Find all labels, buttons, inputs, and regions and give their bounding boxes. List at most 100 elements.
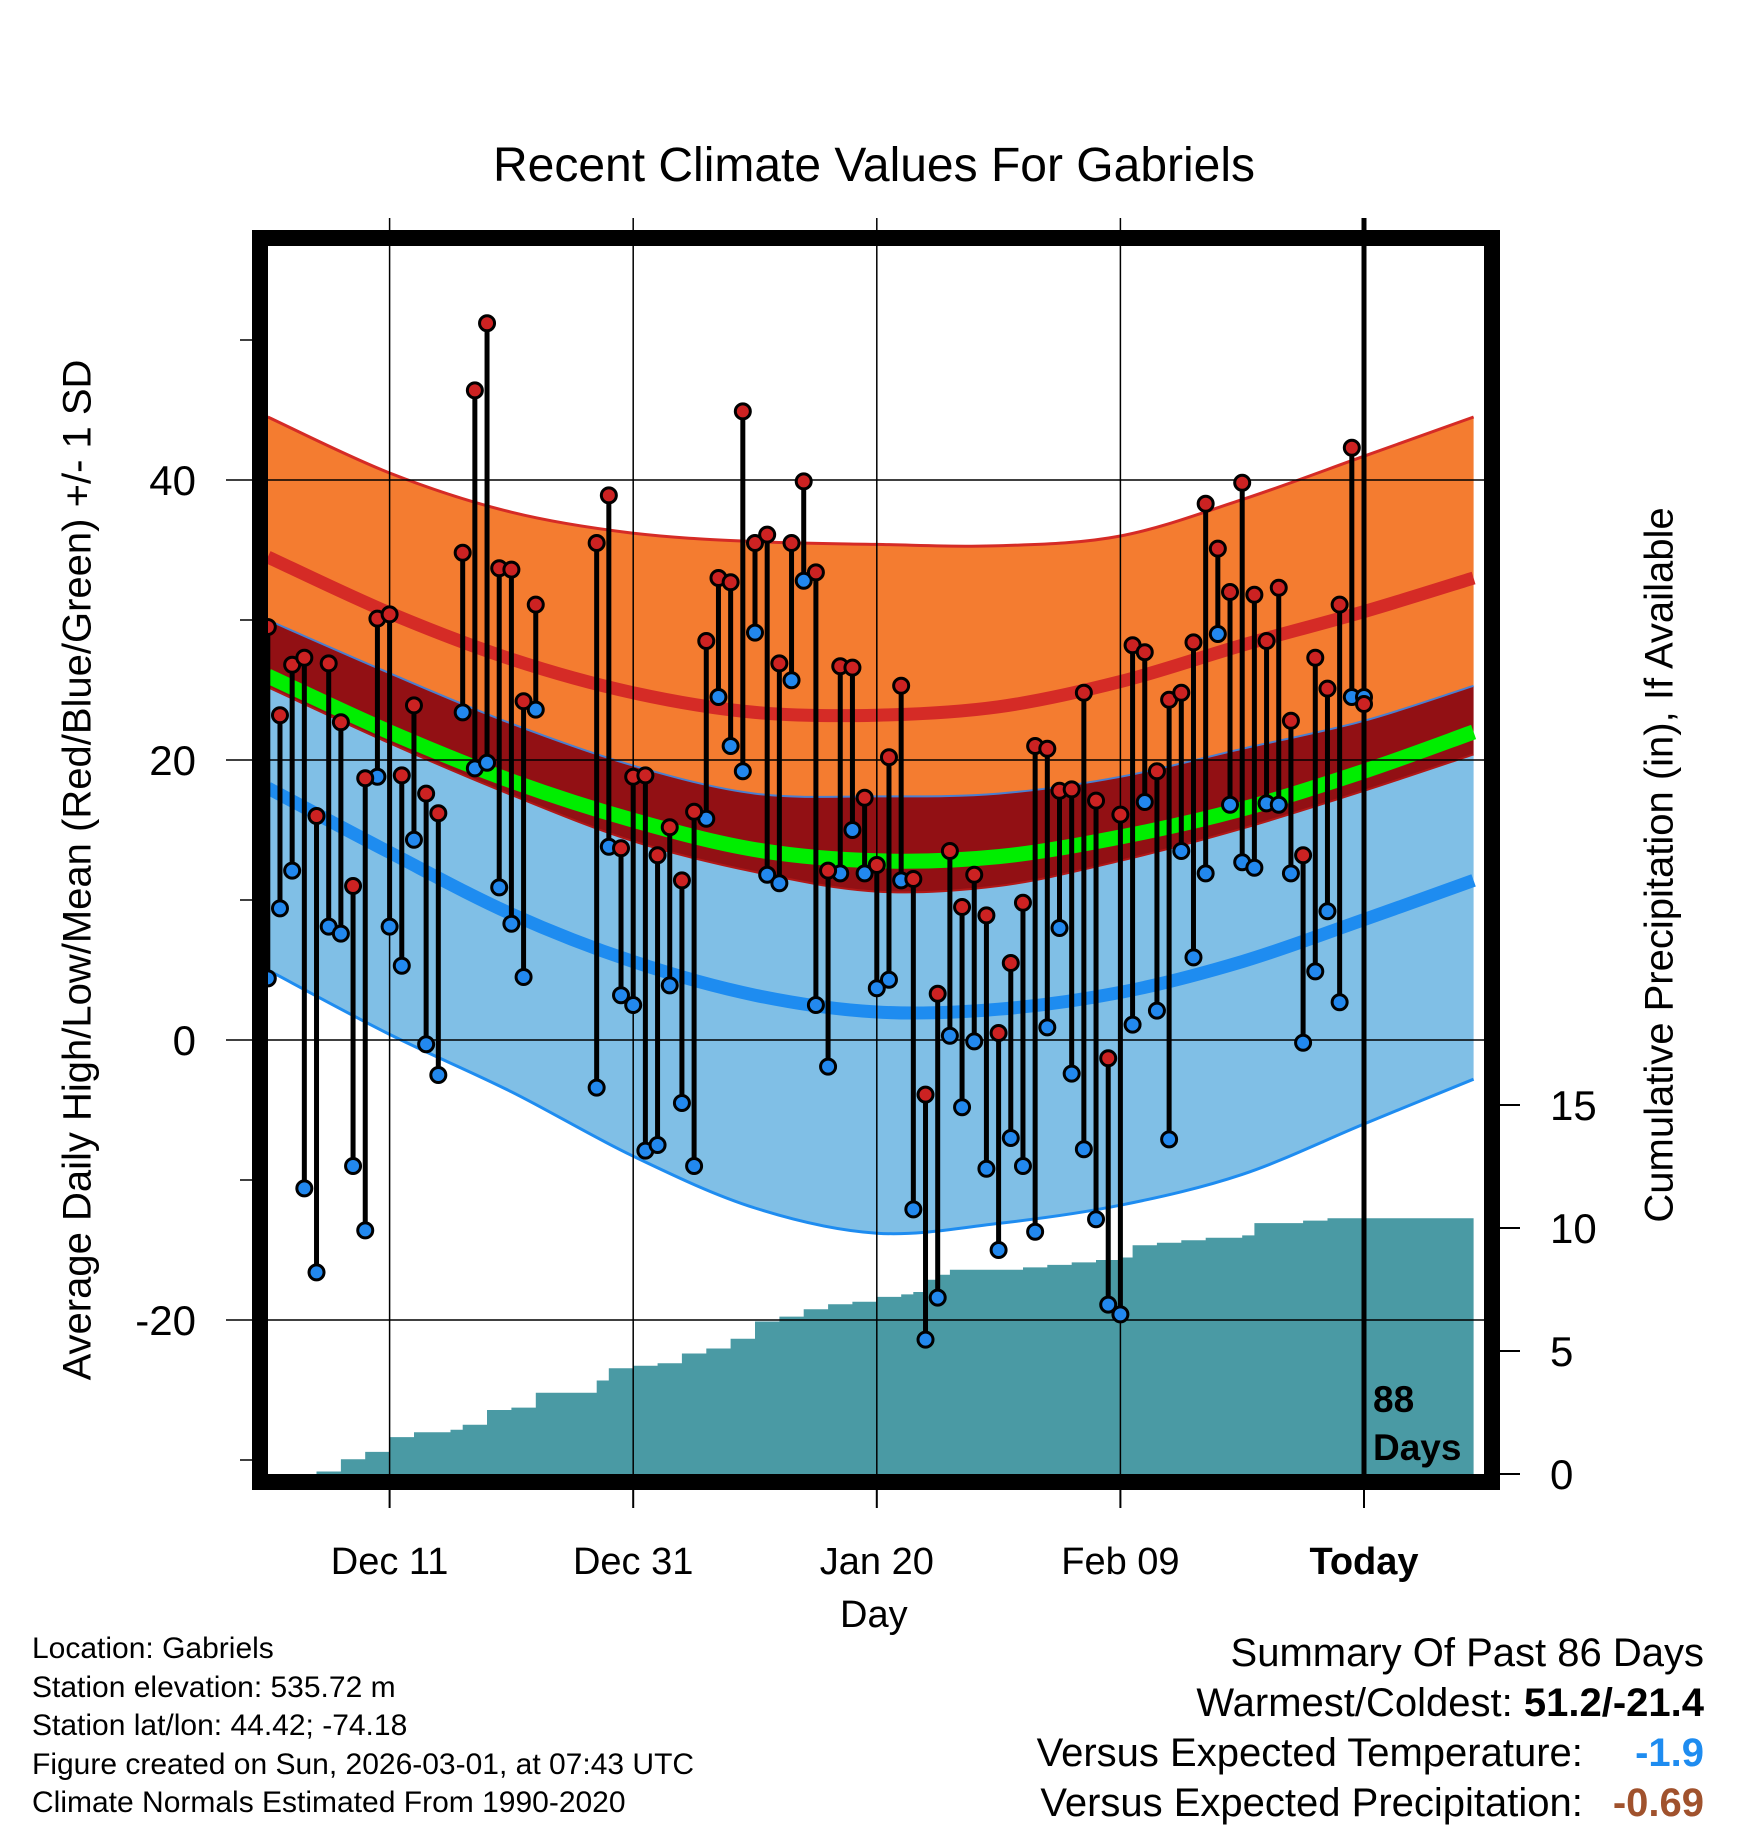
daily-stems: [268, 323, 1367, 1340]
summary-warm-cold: Warmest/Coldest: 51.2/-21.4: [1037, 1678, 1704, 1728]
daily-low-point: [612, 986, 631, 1005]
daily-low-point: [989, 1241, 1008, 1259]
station-metadata: Location: Gabriels Station elevation: 53…: [32, 1630, 694, 1823]
daily-high-point: [1257, 632, 1276, 650]
daily-high-point: [1172, 683, 1191, 702]
meta-elevation: Station elevation: 535.72 m: [32, 1670, 396, 1704]
precipitation-area: [268, 1218, 1474, 1474]
daily-high-point: [380, 605, 399, 624]
daily-high-point: [1281, 711, 1300, 730]
daily-low-point: [843, 821, 862, 839]
daily-low-point: [1062, 1064, 1081, 1083]
temp-value: -1.9: [1635, 1731, 1704, 1775]
daily-high-point: [295, 648, 314, 667]
daily-low-point: [1208, 625, 1227, 643]
day-tick-label: Jan 20: [820, 1541, 934, 1583]
daily-high-point: [599, 486, 618, 505]
daily-low-point: [270, 899, 289, 918]
daily-high-point: [514, 692, 533, 711]
daily-low-point: [417, 1035, 436, 1054]
temp-tick-label: 0: [173, 1017, 196, 1064]
daily-high-point: [806, 563, 825, 582]
summary-heading: Summary Of Past 86 Days: [1230, 1631, 1704, 1675]
daily-low-point: [380, 917, 399, 936]
daily-low-point: [1123, 1015, 1142, 1034]
daily-high-point: [392, 766, 411, 785]
daily-high-point: [587, 534, 606, 552]
daily-high-point: [1038, 739, 1057, 758]
daily-high-point: [319, 654, 338, 673]
plot-frame: [252, 230, 1500, 1490]
y-axis-label-temperature: Average Daily High/Low/Mean (Red/Blue/Gr…: [55, 359, 100, 1381]
daily-high-point: [1294, 846, 1313, 865]
precip-label: Versus Expected Precipitation:: [1040, 1781, 1583, 1825]
daily-low-point: [268, 969, 277, 988]
daily-high-point: [1330, 595, 1349, 614]
daily-high-point: [307, 807, 326, 825]
daily-low-point: [307, 1263, 326, 1282]
axis-ticks: -20 0 20 40 0 5 10 15 Dec 11 Dec 31 Jan 20 Feb 09 To…: [135, 339, 1597, 1583]
daily-low-point: [514, 968, 533, 986]
daily-low-point: [283, 861, 302, 880]
daily-low-point: [746, 623, 764, 642]
daily-low-point: [709, 688, 728, 706]
daily-low-point: [721, 737, 740, 755]
precip-tick-label: 0: [1550, 1451, 1573, 1498]
daily-high-point: [1074, 683, 1093, 702]
daily-high-point: [636, 766, 655, 785]
daily-high-point: [1233, 473, 1252, 492]
daily-high-point: [270, 706, 289, 725]
x-axis-label: Day: [840, 1594, 908, 1636]
daily-high-point: [465, 381, 484, 400]
daily-low-point: [770, 874, 789, 893]
daily-high-point: [916, 1085, 935, 1104]
daily-high-point: [1269, 578, 1288, 597]
daily-high-point: [1196, 494, 1215, 513]
daily-high-point: [268, 618, 277, 636]
warm-cold-label: Warmest/Coldest:: [1196, 1681, 1513, 1725]
daily-low-point: [758, 865, 777, 884]
daily-high-point: [733, 402, 752, 421]
daily-low-point: [660, 976, 679, 995]
daily-low-point: [1196, 864, 1215, 883]
day-tick-label: Dec 11: [331, 1541, 449, 1583]
daily-low-point: [1269, 795, 1288, 814]
daily-low-point: [953, 1098, 972, 1117]
temp-label: Versus Expected Temperature:: [1036, 1731, 1583, 1775]
precip-value: -0.69: [1612, 1781, 1704, 1825]
daily-low-point: [1087, 1210, 1106, 1229]
summary-precip: Versus Expected Precipitation: -0.69: [1037, 1778, 1704, 1828]
y-axis-label-precipitation: Cumulative Precipitation (in), If Availa…: [1637, 507, 1682, 1223]
daily-low-point: [1245, 858, 1264, 877]
precip-tick-label: 15: [1550, 1082, 1597, 1129]
daily-low-point: [879, 970, 898, 989]
daily-high-point: [526, 595, 545, 614]
daily-low-point: [1074, 1140, 1093, 1159]
daily-low-point: [1111, 1305, 1130, 1324]
daily-low-point: [490, 878, 509, 897]
daily-low-point: [624, 996, 643, 1014]
daily-high-point: [331, 713, 350, 732]
daily-high-point: [1208, 539, 1227, 558]
meta-latlon: Station lat/lon: 44.42; -74.18: [32, 1709, 408, 1742]
daily-low-point: [453, 703, 472, 722]
daily-low-point: [733, 762, 752, 781]
temp-tick-label: 40: [149, 457, 196, 504]
daily-low-point: [1038, 1018, 1057, 1037]
days-number: 88: [1373, 1379, 1415, 1420]
daily-high-point: [1318, 679, 1337, 698]
daily-low-point: [356, 1221, 375, 1240]
daily-high-point: [965, 865, 984, 884]
days-word: Days: [1373, 1427, 1462, 1468]
daily-high-point: [940, 842, 959, 860]
daily-low-point: [940, 1026, 959, 1045]
daily-low-point: [928, 1288, 947, 1307]
daily-high-point: [770, 654, 789, 673]
daily-high-point: [1111, 805, 1130, 824]
daily-low-point: [855, 864, 874, 883]
daily-low-point: [404, 830, 423, 849]
daily-high-point: [1245, 585, 1264, 604]
daily-low-point: [1099, 1295, 1118, 1314]
daily-low-point: [965, 1032, 984, 1051]
daily-low-point: [1184, 948, 1203, 967]
